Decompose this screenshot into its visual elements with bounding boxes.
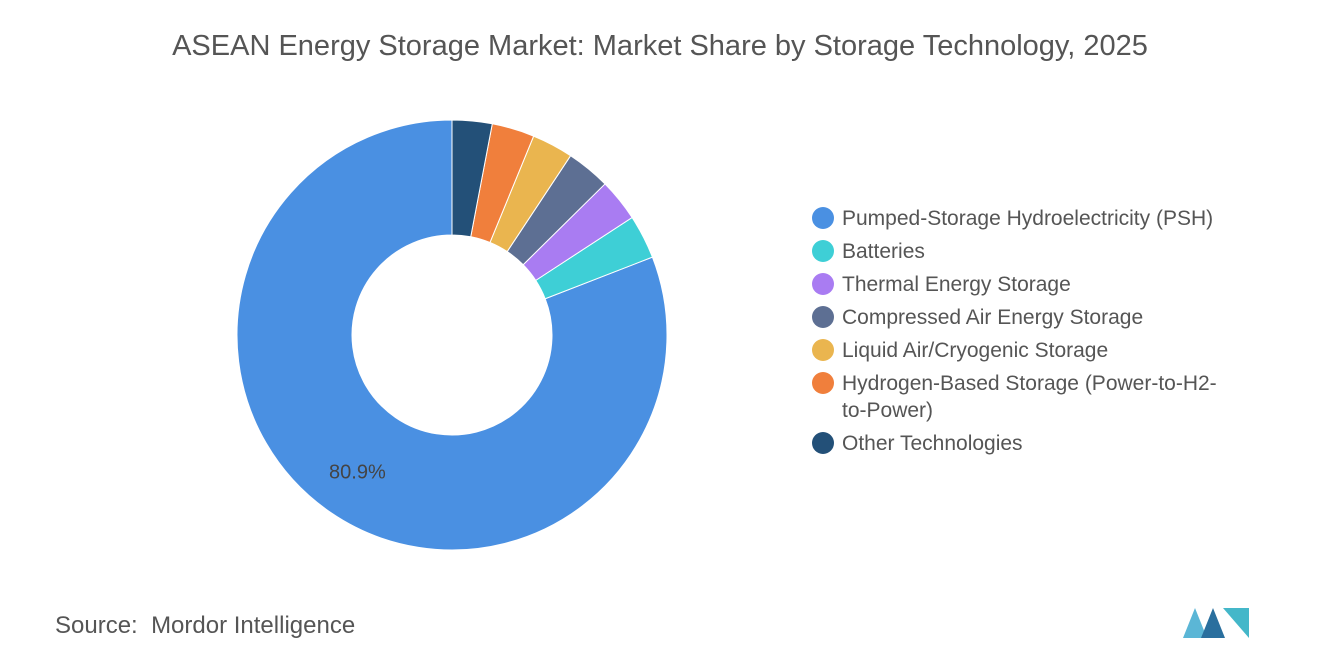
legend-item: Thermal Energy Storage <box>812 271 1232 298</box>
logo-shape <box>1183 608 1207 638</box>
legend-swatch <box>812 372 834 394</box>
logo-shape <box>1223 608 1249 638</box>
data-label: 80.9% <box>329 462 386 484</box>
source-label: Source: <box>55 612 138 639</box>
legend-swatch <box>812 273 834 295</box>
legend-item: Pumped-Storage Hydroelectricity (PSH) <box>812 205 1232 232</box>
chart-title: ASEAN Energy Storage Market: Market Shar… <box>172 30 1148 62</box>
legend-label: Batteries <box>842 240 925 263</box>
legend-item: Hydrogen-Based Storage (Power-to-H2-to-P… <box>812 370 1232 424</box>
legend-swatch <box>812 339 834 361</box>
slice <box>451 119 493 238</box>
legend-label: Other Technologies <box>842 432 1023 455</box>
legend-swatch <box>812 207 834 229</box>
legend-item: Liquid Air/Cryogenic Storage <box>812 337 1232 364</box>
source-text: Mordor Intelligence <box>151 612 356 639</box>
chart: 80.9% <box>236 119 668 551</box>
legend-item: Other Technologies <box>812 430 1232 457</box>
legend-swatch <box>812 306 834 328</box>
legend: Pumped-Storage Hydroelectricity (PSH) Bat… <box>812 205 1232 463</box>
legend-item: Compressed Air Energy Storage <box>812 304 1232 331</box>
legend-label: Compressed Air Energy Storage <box>842 306 1144 329</box>
logo <box>1183 608 1249 638</box>
legend-item: Batteries <box>812 238 1232 265</box>
slice <box>236 119 668 551</box>
legend-label: Thermal Energy Storage <box>842 273 1071 296</box>
legend-label: Liquid Air/Cryogenic Storage <box>842 339 1109 362</box>
logo-shape <box>1201 608 1225 638</box>
legend-swatch <box>812 240 834 262</box>
source: Source: Mordor Intelligence <box>55 612 355 640</box>
legend-label: Hydrogen-Based Storage (Power-to-H2-to-P… <box>842 372 1217 422</box>
legend-label: Pumped-Storage Hydroelectricity (PSH) <box>842 207 1214 230</box>
legend-swatch <box>812 432 834 454</box>
